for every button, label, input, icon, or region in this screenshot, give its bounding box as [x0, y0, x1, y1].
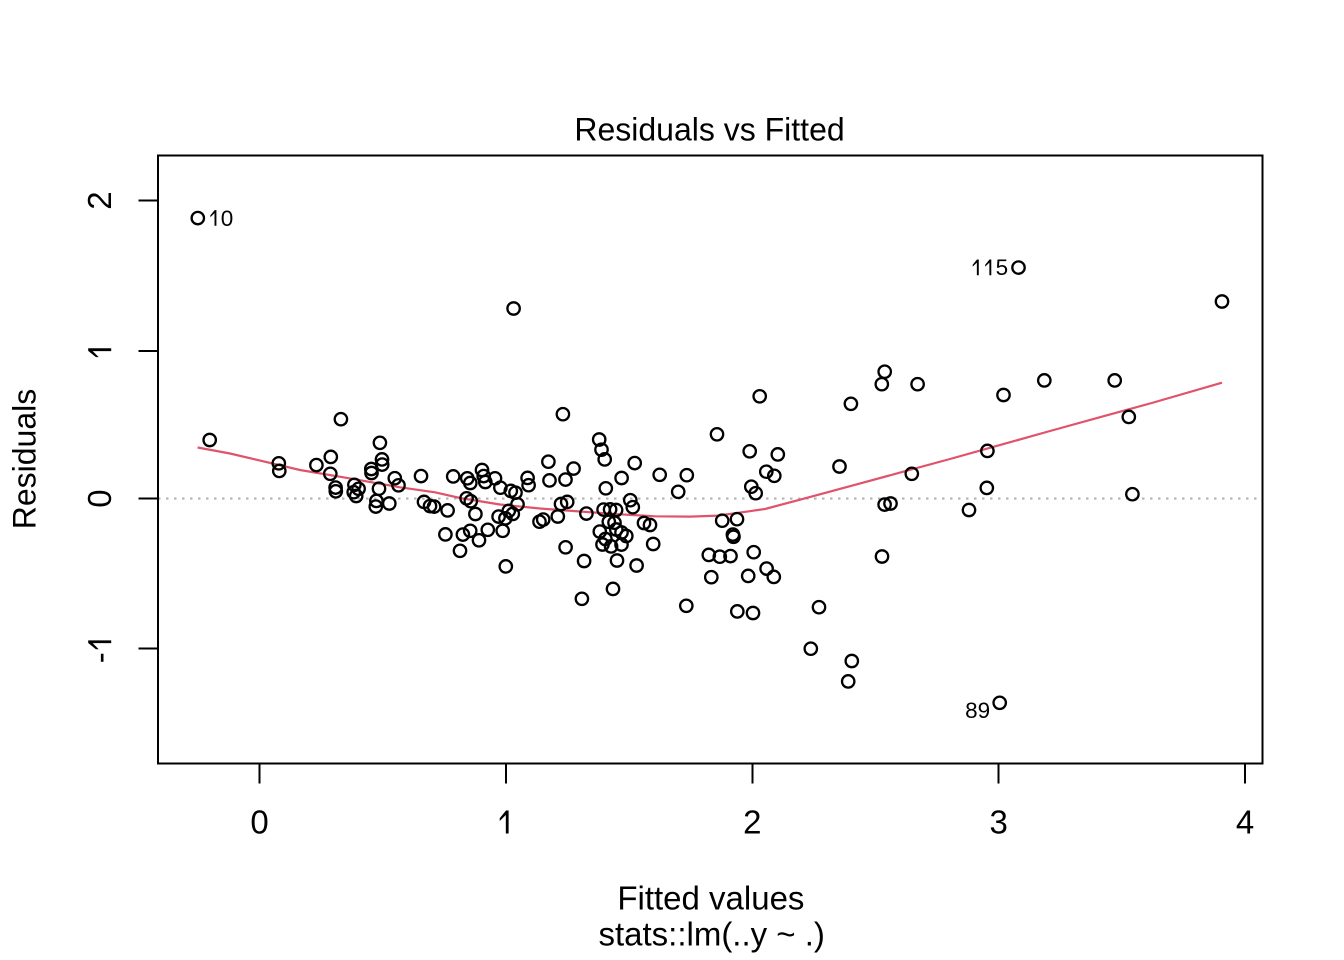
svg-text:4: 4 — [1236, 804, 1254, 841]
svg-text:2: 2 — [81, 191, 118, 209]
svg-text:89: 89 — [965, 698, 990, 723]
svg-text:Fitted values: Fitted values — [617, 880, 804, 917]
svg-text:0: 0 — [221, 206, 234, 231]
svg-text:3: 3 — [990, 804, 1008, 841]
svg-text:stats::lm(..y ~ .): stats::lm(..y ~ .) — [598, 915, 824, 952]
svg-text:2: 2 — [743, 804, 761, 841]
svg-text:-: - — [81, 652, 118, 663]
svg-text:5: 5 — [996, 255, 1009, 280]
svg-text:Residuals vs Fitted: Residuals vs Fitted — [574, 112, 844, 148]
svg-text:0: 0 — [81, 489, 118, 507]
svg-text:0: 0 — [250, 804, 268, 841]
svg-text:Residuals: Residuals — [7, 389, 43, 530]
